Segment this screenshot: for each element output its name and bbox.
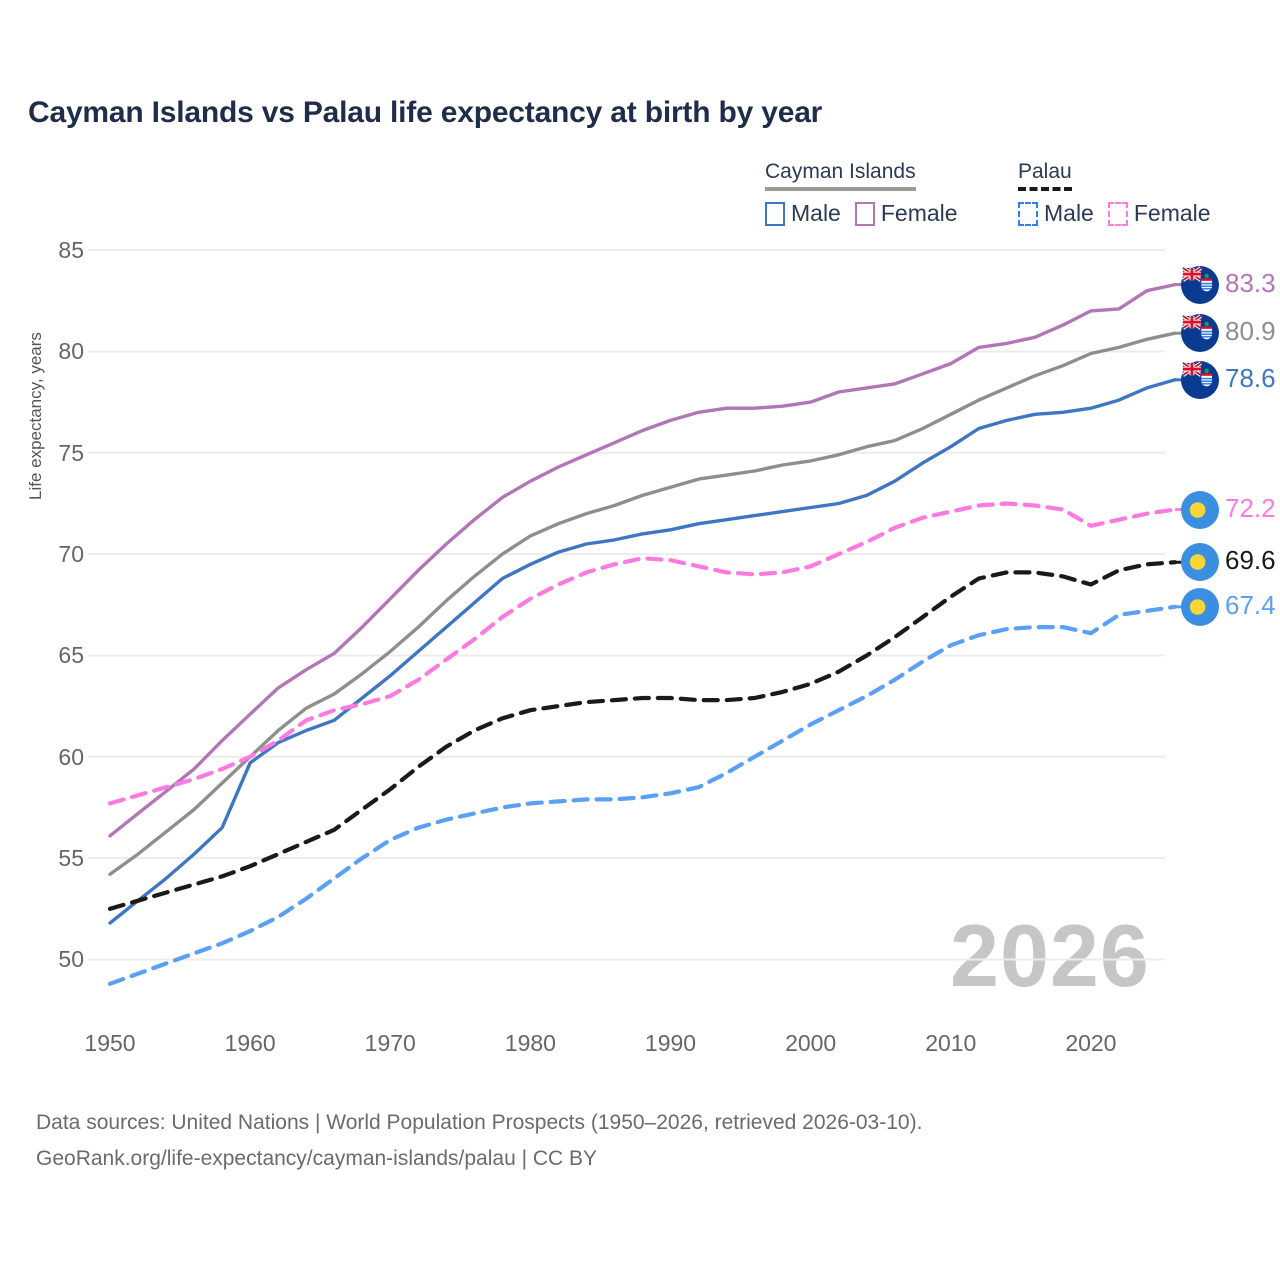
y-axis-tick-label: 85 [58, 237, 84, 264]
series-lines [107, 282, 1178, 986]
legend-group-title-palau: Palau [1018, 160, 1072, 183]
series-line [107, 560, 1178, 911]
end-value-label: 80.9 [1225, 316, 1276, 347]
cayman-islands-flag [1181, 265, 1219, 304]
legend: Cayman Islands Male Female Palau Male [760, 160, 1260, 240]
cayman-islands-flag [1181, 314, 1219, 353]
legend-label-cayman-male: Male [791, 200, 841, 226]
legend-item-cayman-female[interactable]: Female [854, 200, 958, 227]
legend-item-cayman-male[interactable]: Male [765, 200, 841, 227]
legend-label-palau-female: Female [1133, 200, 1211, 226]
x-axis-tick-label: 2010 [925, 1030, 977, 1056]
series-line [108, 331, 1177, 876]
legend-rule-solid [765, 187, 916, 191]
y-axis-tick-label: 70 [58, 541, 84, 568]
y-axis-tick-label: 50 [58, 946, 84, 973]
legend-items-cayman-islands: Male Female [765, 200, 958, 227]
end-value-label: 78.6 [1225, 362, 1276, 393]
end-value-label: 67.4 [1225, 589, 1276, 620]
legend-items-palau: Male Female [1018, 200, 1211, 227]
legend-group-cayman-islands: Cayman Islands Male Female [765, 160, 958, 226]
x-axis-tick-label: 1990 [644, 1030, 697, 1056]
series-line [107, 501, 1178, 806]
footer: Data sources: United Nations | World Pop… [36, 1105, 922, 1177]
footer-line-1: Data sources: United Nations | World Pop… [36, 1111, 923, 1134]
palau-flag [1181, 490, 1219, 529]
legend-rule-dashed [1018, 187, 1072, 191]
series-line [107, 604, 1178, 986]
y-axis-tick-label: 55 [58, 845, 84, 872]
x-axis-tick-label: 1960 [224, 1030, 276, 1056]
gridlines [88, 249, 1165, 961]
series-line [108, 378, 1177, 925]
end-value-label: 83.3 [1225, 267, 1276, 298]
footer-line-2: GeoRank.org/life-expectancy/cayman-islan… [36, 1147, 598, 1170]
x-axis-tick-label: 1970 [364, 1030, 416, 1056]
x-axis-tick-label: 1950 [84, 1030, 136, 1056]
y-axis-tick-label: 60 [58, 743, 84, 770]
cayman-islands-flag [1181, 360, 1219, 399]
y-axis-tick-label: 65 [58, 642, 84, 669]
page-title: Cayman Islands vs Palau life expectancy … [28, 96, 823, 129]
x-axis-tick-label: 1980 [504, 1030, 556, 1056]
legend-group-palau: Palau Male Female [1018, 160, 1211, 226]
legend-label-cayman-female: Female [880, 200, 958, 226]
legend-swatch-icon-palau-male [1018, 201, 1038, 226]
legend-label-palau-male: Male [1044, 200, 1094, 226]
x-axis-tick-label: 2020 [1065, 1030, 1117, 1056]
legend-item-palau-female[interactable]: Female [1107, 200, 1211, 227]
palau-flag [1181, 587, 1219, 626]
legend-swatch-icon-palau-female [1107, 201, 1128, 226]
series-line [108, 282, 1177, 838]
end-value-label: 69.6 [1225, 545, 1276, 576]
palau-flag [1181, 543, 1219, 582]
legend-swatch-icon-cayman-female [854, 201, 875, 226]
legend-item-palau-male[interactable]: Male [1018, 200, 1094, 227]
end-value-label: 72.2 [1225, 492, 1276, 523]
legend-swatch-icon-cayman-male [765, 201, 785, 226]
legend-group-title-cayman-islands: Cayman Islands [765, 160, 916, 183]
y-axis-tick-label: 75 [58, 439, 84, 466]
y-axis-tick-label: 80 [58, 338, 84, 365]
year-watermark: 2026 [950, 906, 1150, 1005]
x-axis-tick-label: 2000 [785, 1030, 837, 1056]
